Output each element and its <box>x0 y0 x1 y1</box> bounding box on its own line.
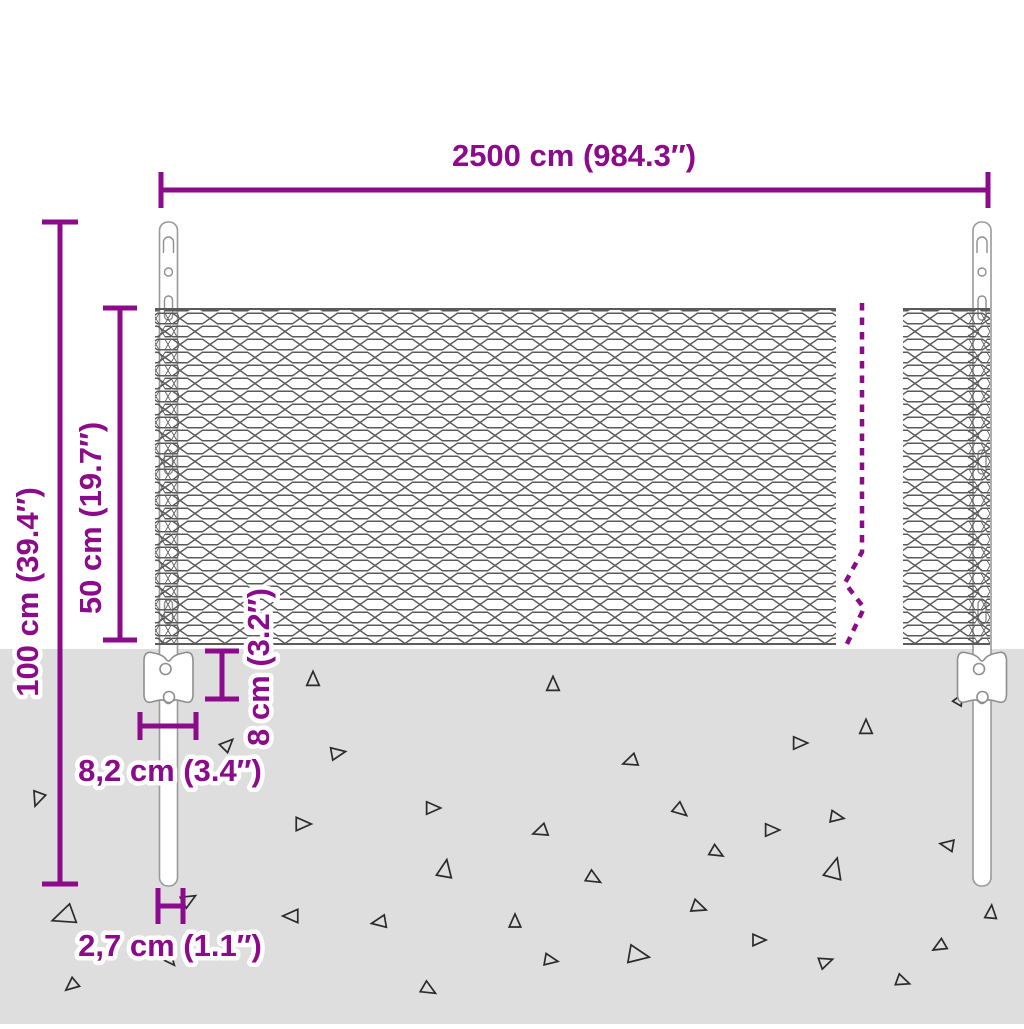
post-diameter-dimension-label: 2,7 cm (1.1″) <box>78 928 262 963</box>
mesh-height-dimension-label: 50 cm (19.7″) <box>73 422 108 614</box>
post-diameter-dimension: 2,7 cm (1.1″) <box>74 888 266 968</box>
total-height-dimension-label: 100 cm (39.4″) <box>10 487 45 697</box>
wire-mesh-right <box>903 308 990 645</box>
gravel-triangle <box>858 717 874 735</box>
width-dimension: 2500 cm (984.3″) <box>158 134 991 208</box>
gravel-triangle <box>543 951 560 966</box>
total-height-dimension: 100 cm (39.4″) <box>6 219 78 887</box>
gravel-triangle <box>280 907 299 925</box>
gravel-triangle <box>931 936 949 952</box>
gravel-triangle <box>821 856 842 881</box>
gravel-triangle <box>707 842 725 858</box>
gravel-triangle <box>434 857 453 879</box>
width-dimension-label: 2500 cm (984.3″) <box>452 138 696 173</box>
gravel-triangle <box>418 979 438 995</box>
wire-mesh-left <box>155 308 836 645</box>
bracket-height-dimension-label: 8 cm (3.2″) <box>241 588 276 746</box>
gravel-triangle <box>530 821 550 836</box>
bracket-height-dimension: 8 cm (3.2″) <box>205 584 281 750</box>
left-ground-bracket <box>143 651 194 705</box>
gravel-triangle <box>689 897 709 912</box>
gravel-triangle <box>894 972 912 986</box>
right-ground-bracket <box>956 651 1008 705</box>
gravel-triangle <box>369 913 388 929</box>
gravel-triangle <box>64 975 82 992</box>
gravel-triangle <box>752 932 769 948</box>
bracket-width-dimension: 8,2 cm (3.4″) <box>74 712 266 793</box>
gravel-triangle <box>938 839 955 854</box>
gravel-triangle <box>764 822 782 838</box>
gravel-triangle <box>829 808 846 823</box>
gravel-triangle <box>329 746 348 762</box>
bracket-width-dimension-label: 8,2 cm (3.4″) <box>78 753 262 788</box>
gravel-triangle <box>425 800 443 816</box>
gravel-triangle <box>817 957 835 971</box>
gravel-triangle <box>620 751 640 766</box>
gravel-triangle <box>305 669 321 687</box>
gravel-triangle <box>545 674 561 692</box>
length-break-dotted-line <box>842 303 867 647</box>
mesh-height-dimension: 50 cm (19.7″) <box>69 305 137 643</box>
gravel-triangle <box>670 800 689 817</box>
ground <box>0 649 1024 1024</box>
gravel-triangle <box>792 735 810 751</box>
gravel-triangle <box>626 943 652 964</box>
gravel-triangle <box>983 902 998 920</box>
gravel-triangle <box>33 789 48 809</box>
gravel-triangle <box>295 815 314 833</box>
gravel-triangle <box>507 911 523 928</box>
gravel-triangle <box>583 868 603 884</box>
gravel-triangle <box>217 737 235 755</box>
gravel-triangle <box>50 902 78 924</box>
gravel-triangle <box>161 952 176 967</box>
